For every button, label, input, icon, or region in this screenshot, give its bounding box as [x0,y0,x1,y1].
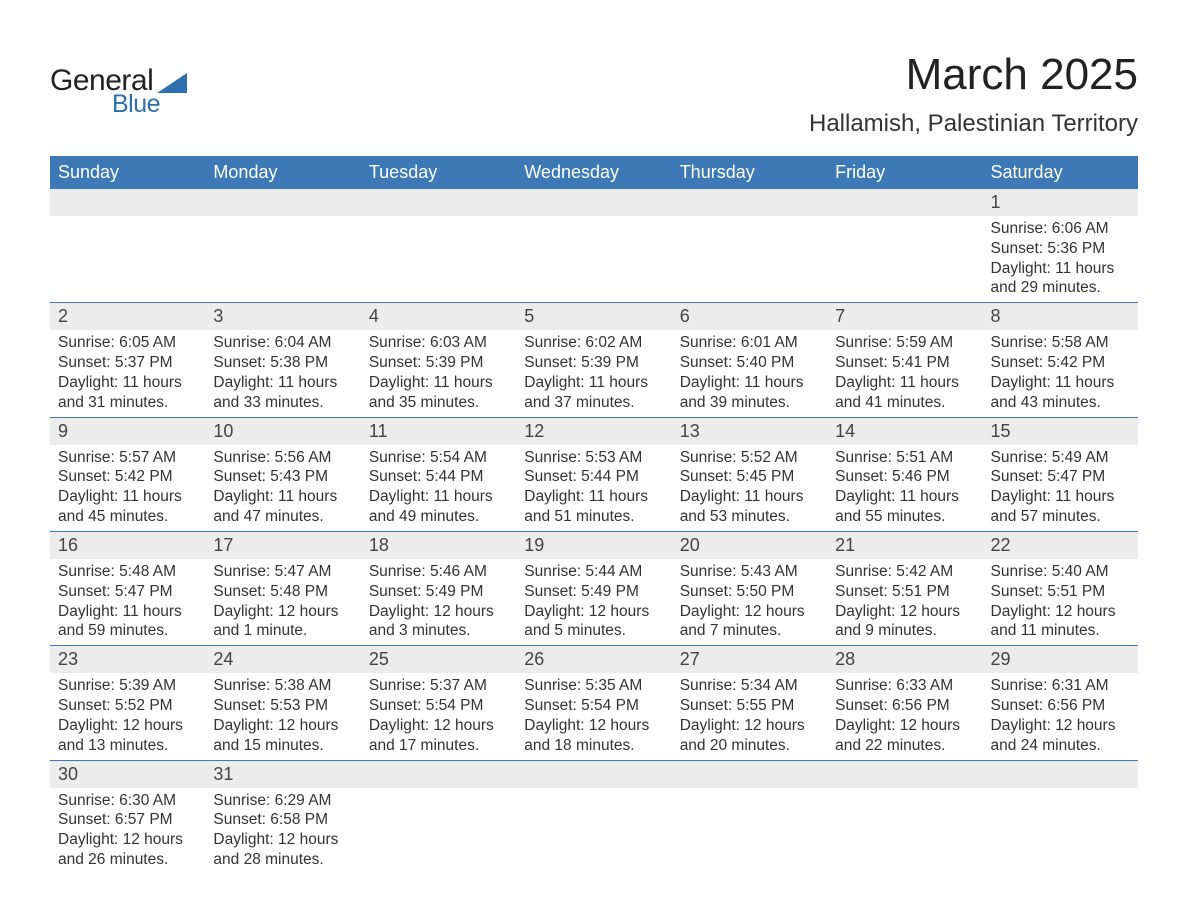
day-number [827,189,982,213]
day-details: Sunrise: 5:34 AMSunset: 5:55 PMDaylight:… [672,673,827,759]
day-details: Sunrise: 5:47 AMSunset: 5:48 PMDaylight:… [205,559,360,645]
day-details [672,788,827,868]
day-number: 9 [50,418,205,445]
day-number: 2 [50,303,205,330]
day-details: Sunrise: 6:06 AMSunset: 5:36 PMDaylight:… [983,216,1138,302]
day-details: Sunrise: 5:37 AMSunset: 5:54 PMDaylight:… [361,673,516,759]
day-number: 26 [516,646,671,673]
day-number [361,189,516,213]
day-number: 21 [827,532,982,559]
day-details: Sunrise: 6:01 AMSunset: 5:40 PMDaylight:… [672,330,827,416]
day-details [672,216,827,296]
day-number: 28 [827,646,982,673]
day-details: Sunrise: 5:51 AMSunset: 5:46 PMDaylight:… [827,445,982,531]
day-number: 12 [516,418,671,445]
day-details: Sunrise: 5:40 AMSunset: 5:51 PMDaylight:… [983,559,1138,645]
day-details: Sunrise: 5:57 AMSunset: 5:42 PMDaylight:… [50,445,205,531]
day-number [361,761,516,785]
weekday-header: Friday [827,156,982,189]
day-details [516,216,671,296]
weekday-header: Thursday [672,156,827,189]
day-number: 5 [516,303,671,330]
day-details: Sunrise: 5:48 AMSunset: 5:47 PMDaylight:… [50,559,205,645]
weekday-header: Wednesday [516,156,671,189]
day-number: 15 [983,418,1138,445]
day-details: Sunrise: 6:29 AMSunset: 6:58 PMDaylight:… [205,788,360,874]
day-number: 10 [205,418,360,445]
weekday-header: Saturday [983,156,1138,189]
day-number: 19 [516,532,671,559]
day-number [205,189,360,213]
day-details: Sunrise: 5:53 AMSunset: 5:44 PMDaylight:… [516,445,671,531]
day-number: 11 [361,418,516,445]
day-number: 29 [983,646,1138,673]
day-details: Sunrise: 5:46 AMSunset: 5:49 PMDaylight:… [361,559,516,645]
day-number: 22 [983,532,1138,559]
day-details [983,788,1138,868]
day-details [827,788,982,868]
weekday-header: Tuesday [361,156,516,189]
day-details [205,216,360,296]
day-number [516,761,671,785]
day-details [50,216,205,296]
day-number: 7 [827,303,982,330]
day-number: 1 [983,189,1138,216]
day-details: Sunrise: 5:54 AMSunset: 5:44 PMDaylight:… [361,445,516,531]
day-details: Sunrise: 6:05 AMSunset: 5:37 PMDaylight:… [50,330,205,416]
day-details [361,788,516,868]
day-details: Sunrise: 6:04 AMSunset: 5:38 PMDaylight:… [205,330,360,416]
day-details: Sunrise: 5:56 AMSunset: 5:43 PMDaylight:… [205,445,360,531]
day-number: 4 [361,303,516,330]
day-number: 18 [361,532,516,559]
day-number: 24 [205,646,360,673]
day-number [983,761,1138,785]
page-header: General Blue March 2025 Hallamish, Pales… [50,50,1138,138]
day-details: Sunrise: 5:42 AMSunset: 5:51 PMDaylight:… [827,559,982,645]
day-number [672,761,827,785]
day-details: Sunrise: 6:02 AMSunset: 5:39 PMDaylight:… [516,330,671,416]
day-details: Sunrise: 5:43 AMSunset: 5:50 PMDaylight:… [672,559,827,645]
day-details: Sunrise: 5:44 AMSunset: 5:49 PMDaylight:… [516,559,671,645]
day-number: 27 [672,646,827,673]
brand-logo: General Blue [50,64,187,119]
day-details [516,788,671,868]
day-number: 31 [205,761,360,788]
day-details: Sunrise: 6:03 AMSunset: 5:39 PMDaylight:… [361,330,516,416]
brand-line2: Blue [112,90,187,119]
weekday-header: Monday [205,156,360,189]
day-details: Sunrise: 6:31 AMSunset: 6:56 PMDaylight:… [983,673,1138,759]
day-number: 20 [672,532,827,559]
day-number [50,189,205,213]
day-number [827,761,982,785]
day-details: Sunrise: 5:58 AMSunset: 5:42 PMDaylight:… [983,330,1138,416]
day-number [672,189,827,213]
title-block: March 2025 Hallamish, Palestinian Territ… [809,50,1138,138]
day-number: 30 [50,761,205,788]
day-details: Sunrise: 5:39 AMSunset: 5:52 PMDaylight:… [50,673,205,759]
day-number: 17 [205,532,360,559]
day-details: Sunrise: 5:38 AMSunset: 5:53 PMDaylight:… [205,673,360,759]
day-number: 8 [983,303,1138,330]
weekday-header: Sunday [50,156,205,189]
calendar-table: SundayMondayTuesdayWednesdayThursdayFrid… [50,156,1138,874]
day-details: Sunrise: 6:30 AMSunset: 6:57 PMDaylight:… [50,788,205,874]
day-number: 16 [50,532,205,559]
day-details: Sunrise: 6:33 AMSunset: 6:56 PMDaylight:… [827,673,982,759]
calendar-header-row: SundayMondayTuesdayWednesdayThursdayFrid… [50,156,1138,189]
location-subtitle: Hallamish, Palestinian Territory [809,110,1138,138]
day-details: Sunrise: 5:49 AMSunset: 5:47 PMDaylight:… [983,445,1138,531]
day-number [516,189,671,213]
day-details: Sunrise: 5:52 AMSunset: 5:45 PMDaylight:… [672,445,827,531]
day-details [361,216,516,296]
day-number: 3 [205,303,360,330]
day-number: 6 [672,303,827,330]
day-details: Sunrise: 5:59 AMSunset: 5:41 PMDaylight:… [827,330,982,416]
day-details [827,216,982,296]
day-number: 25 [361,646,516,673]
day-number: 14 [827,418,982,445]
day-number: 13 [672,418,827,445]
month-title: March 2025 [809,50,1138,100]
day-details: Sunrise: 5:35 AMSunset: 5:54 PMDaylight:… [516,673,671,759]
day-number: 23 [50,646,205,673]
